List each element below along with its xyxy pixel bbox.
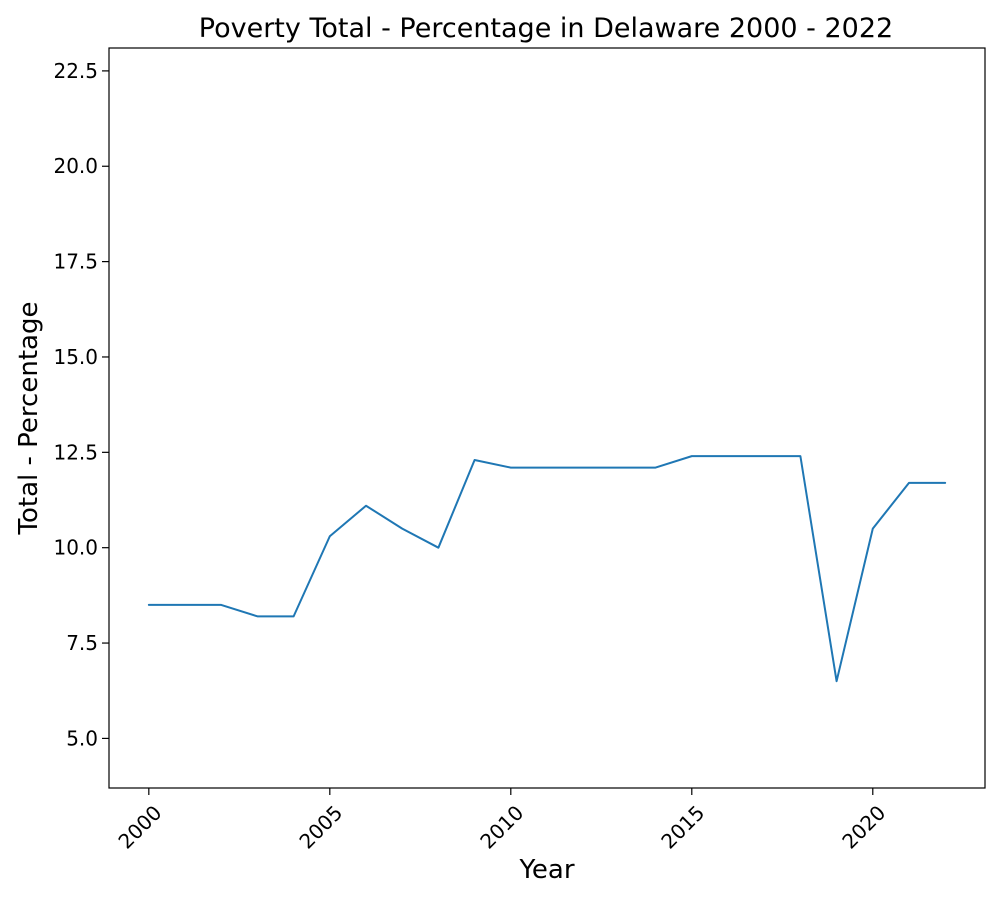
x-tick-label: 2005 [294,801,347,854]
y-tick-label: 5.0 [66,726,98,750]
series-line-0 [147,455,947,683]
x-tick-label: 2000 [113,801,166,854]
y-axis-label: Total - Percentage [14,302,44,536]
y-tick-label: 7.5 [66,631,98,655]
y-tick-label: 15.0 [53,345,98,369]
x-tick-label: 2010 [475,801,528,854]
y-tick-label: 10.0 [53,536,98,560]
x-tick-label: 2020 [837,801,890,854]
y-tick-label: 12.5 [53,440,98,464]
plot-frame [108,47,986,789]
y-tick-label: 22.5 [53,59,98,83]
x-axis-label: Year [518,855,574,885]
y-tick-label: 17.5 [53,250,98,274]
y-tick-label: 20.0 [53,154,98,178]
plot-area [108,47,986,789]
x-tick-label: 2015 [656,801,709,854]
series-layer [147,455,947,683]
y-axis: 5.0 7.5 10.0 12.5 15.0 17.5 20.0 22.5 [53,59,109,750]
chart-title: Poverty Total - Percentage in Delaware 2… [199,13,893,44]
x-axis: 2000 2005 2010 2015 2020 [113,788,890,854]
